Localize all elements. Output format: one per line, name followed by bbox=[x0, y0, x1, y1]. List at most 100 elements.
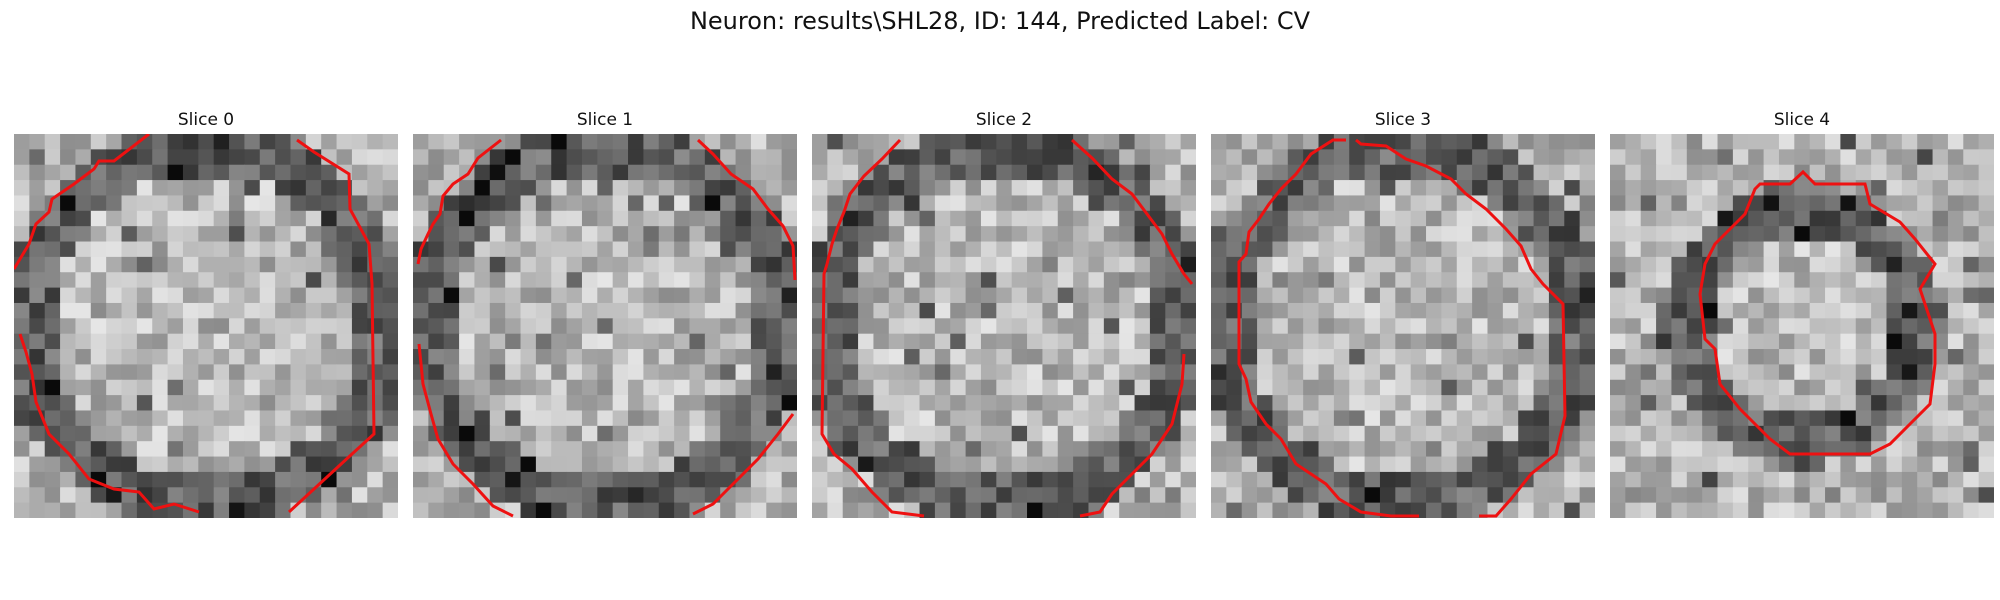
image-pixel bbox=[1303, 302, 1320, 319]
image-pixel bbox=[566, 410, 583, 427]
image-pixel bbox=[1778, 456, 1795, 473]
image-pixel bbox=[305, 441, 322, 458]
image-pixel bbox=[950, 256, 967, 273]
image-pixel bbox=[1518, 164, 1535, 181]
image-pixel bbox=[904, 287, 921, 304]
image-pixel bbox=[812, 471, 828, 488]
image-pixel bbox=[1042, 302, 1059, 319]
image-pixel bbox=[1303, 134, 1320, 150]
image-pixel bbox=[996, 364, 1013, 381]
image-pixel bbox=[1656, 333, 1673, 350]
image-pixel bbox=[1763, 226, 1780, 243]
image-pixel bbox=[551, 333, 568, 350]
image-pixel bbox=[1809, 272, 1826, 289]
image-pixel bbox=[812, 349, 828, 365]
image-pixel bbox=[321, 502, 338, 518]
image-pixel bbox=[551, 364, 568, 381]
image-pixel bbox=[351, 164, 368, 181]
image-pixel bbox=[1855, 349, 1872, 365]
image-pixel bbox=[827, 471, 844, 488]
image-pixel bbox=[1088, 471, 1105, 488]
image-pixel bbox=[1426, 134, 1442, 150]
image-pixel bbox=[1640, 134, 1657, 150]
image-pixel bbox=[1472, 487, 1489, 504]
image-pixel bbox=[1165, 487, 1182, 504]
image-pixel bbox=[1333, 471, 1350, 488]
image-pixel bbox=[842, 410, 859, 427]
image-pixel bbox=[581, 226, 598, 243]
image-pixel bbox=[1917, 487, 1934, 504]
image-pixel bbox=[950, 410, 967, 427]
image-pixel bbox=[689, 318, 706, 335]
image-pixel bbox=[428, 318, 445, 335]
image-pixel bbox=[996, 195, 1013, 212]
image-pixel bbox=[1349, 318, 1366, 335]
image-pixel bbox=[459, 395, 476, 412]
image-pixel bbox=[704, 134, 721, 150]
image-pixel bbox=[1871, 149, 1888, 166]
image-pixel bbox=[60, 134, 77, 150]
image-pixel bbox=[505, 471, 522, 488]
image-pixel bbox=[1287, 149, 1304, 166]
image-pixel bbox=[628, 318, 644, 335]
image-pixel bbox=[244, 195, 261, 212]
image-pixel bbox=[121, 502, 138, 518]
image-pixel bbox=[965, 410, 982, 427]
image-pixel bbox=[290, 272, 307, 289]
image-pixel bbox=[1610, 272, 1626, 289]
image-pixel bbox=[1410, 333, 1427, 350]
image-pixel bbox=[750, 241, 767, 258]
image-pixel bbox=[1456, 456, 1473, 473]
image-pixel bbox=[321, 471, 338, 488]
image-pixel bbox=[1732, 441, 1749, 458]
image-pixel bbox=[1702, 456, 1719, 473]
image-pixel bbox=[474, 379, 491, 396]
image-pixel bbox=[812, 487, 828, 504]
image-pixel bbox=[1073, 456, 1090, 473]
image-pixel bbox=[198, 149, 215, 166]
image-pixel bbox=[551, 425, 568, 442]
image-pixel bbox=[489, 256, 506, 273]
image-pixel bbox=[1917, 502, 1934, 518]
image-pixel bbox=[1134, 318, 1151, 335]
image-pixel bbox=[950, 180, 967, 197]
image-pixel bbox=[1978, 441, 1994, 458]
image-pixel bbox=[152, 441, 169, 458]
image-pixel bbox=[213, 195, 230, 212]
image-pixel bbox=[1748, 210, 1765, 227]
image-pixel bbox=[1809, 425, 1826, 442]
image-pixel bbox=[551, 210, 568, 227]
image-pixel bbox=[1809, 410, 1826, 427]
image-pixel bbox=[535, 272, 552, 289]
image-pixel bbox=[1871, 502, 1888, 518]
image-pixel bbox=[1978, 487, 1994, 504]
image-pixel bbox=[581, 180, 598, 197]
image-pixel bbox=[167, 302, 184, 319]
image-pixel bbox=[1917, 456, 1934, 473]
image-pixel bbox=[60, 195, 77, 212]
image-pixel bbox=[1686, 195, 1703, 212]
image-pixel bbox=[766, 226, 783, 243]
image-pixel bbox=[1686, 164, 1703, 181]
image-pixel bbox=[1748, 287, 1765, 304]
image-pixel bbox=[136, 379, 153, 396]
image-pixel bbox=[367, 287, 384, 304]
image-pixel bbox=[965, 180, 982, 197]
image-pixel bbox=[1778, 195, 1795, 212]
image-pixel bbox=[1548, 149, 1565, 166]
image-pixel bbox=[934, 410, 951, 427]
image-pixel bbox=[1134, 256, 1151, 273]
image-pixel bbox=[1518, 210, 1535, 227]
image-pixel bbox=[213, 487, 230, 504]
image-pixel bbox=[290, 149, 307, 166]
image-pixel bbox=[965, 333, 982, 350]
image-pixel bbox=[489, 471, 506, 488]
image-pixel bbox=[1027, 349, 1043, 365]
image-pixel bbox=[1855, 502, 1872, 518]
image-pixel bbox=[1518, 364, 1535, 381]
image-pixel bbox=[229, 241, 245, 258]
image-pixel bbox=[1027, 379, 1043, 396]
image-pixel bbox=[1257, 333, 1274, 350]
image-pixel bbox=[520, 349, 537, 365]
image-pixel bbox=[1257, 349, 1274, 365]
